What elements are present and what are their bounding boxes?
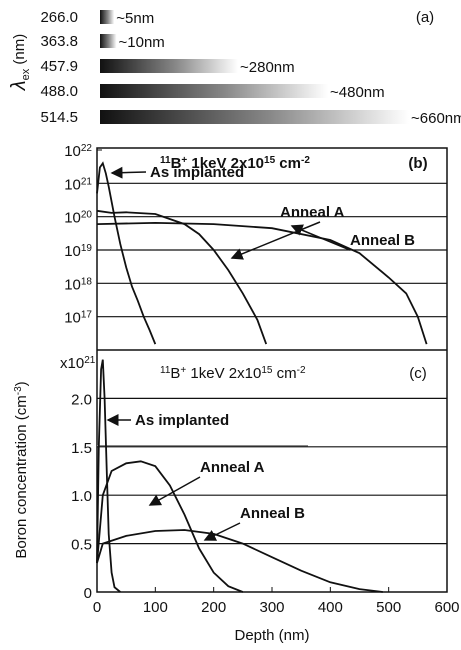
- text-part: -2: [297, 365, 306, 376]
- annotation-arrow: [148, 476, 201, 506]
- x-tick-label: 300: [259, 599, 284, 616]
- text-part: 10: [64, 276, 81, 293]
- panel-label: (b): [408, 155, 427, 172]
- text-part: 22: [81, 143, 93, 154]
- annotation-arrow: [290, 224, 351, 251]
- y-tick-label: 1022: [64, 143, 92, 161]
- text-part: B: [171, 155, 182, 172]
- x-tick-label: 400: [318, 599, 343, 616]
- text-part: 18: [81, 276, 93, 287]
- value-label: ~480nm: [330, 84, 385, 101]
- text-part: 0.5: [71, 537, 92, 554]
- value-label: ~5nm: [116, 10, 154, 27]
- text-part: 10: [64, 143, 81, 160]
- text-part: -3: [13, 386, 24, 395]
- y-tick-label: 1019: [64, 243, 92, 261]
- text-part: λ: [8, 80, 30, 91]
- text-part: 1.5: [71, 440, 92, 457]
- text-part: 19: [81, 243, 93, 254]
- y-tick-label: 0.5: [71, 537, 92, 554]
- gradient-bar: [100, 110, 409, 124]
- text-part: 11: [160, 365, 171, 376]
- text-part: 10: [64, 310, 81, 327]
- text-part: cm: [272, 365, 296, 382]
- category-label: 514.5: [40, 109, 78, 126]
- x-tick-label: 600: [434, 599, 459, 616]
- text-part: 20: [81, 209, 93, 220]
- panel-label: (c): [409, 365, 427, 382]
- data-line: [96, 460, 244, 593]
- category-label: 266.0: [40, 9, 78, 26]
- text-part: -2: [301, 155, 310, 166]
- series-annotation: As implanted: [150, 164, 244, 181]
- y-tick-label: 1020: [64, 209, 92, 227]
- y-tick-label: 0: [84, 585, 92, 602]
- text-part: Boron concentration (cm: [13, 395, 30, 558]
- gradient-bar: [100, 34, 117, 48]
- text-part: (nm): [11, 34, 28, 69]
- x-tick-label: 500: [376, 599, 401, 616]
- text-part: 1.0: [71, 488, 92, 505]
- category-label: 457.9: [40, 58, 78, 75]
- text-part: 10: [64, 176, 81, 193]
- text-part: 2.0: [71, 391, 92, 408]
- data-line: [96, 529, 383, 593]
- x-tick-label: 200: [201, 599, 226, 616]
- text-part: 1keV 2x10: [187, 155, 264, 172]
- text-part: 11: [160, 155, 171, 166]
- text-part: 15: [261, 365, 273, 376]
- text-part: 21: [84, 355, 96, 366]
- x-tick-label: 0: [93, 599, 101, 616]
- y-tick-label: 1017: [64, 309, 92, 327]
- y-multiplier: x1021: [60, 355, 96, 373]
- x-tick-label: 100: [143, 599, 168, 616]
- series-annotation: Anneal B: [240, 505, 305, 522]
- text-part: +: [180, 365, 186, 376]
- text-part: x10: [60, 355, 84, 372]
- text-part: 21: [81, 176, 93, 187]
- category-label: 363.8: [40, 33, 78, 50]
- y-axis-label: λex (nm): [8, 34, 32, 91]
- text-part: ex: [20, 68, 32, 80]
- gradient-bar: [100, 84, 328, 98]
- annotation-arrow: [203, 522, 241, 541]
- y-tick-label: 1018: [64, 276, 92, 294]
- text-part: 15: [264, 155, 276, 166]
- data-line: [96, 359, 121, 593]
- panel-label: (a): [416, 9, 434, 26]
- panel-title: 11B+ 1keV 2x1015 cm-2: [160, 365, 306, 383]
- y-tick-label: 1.5: [71, 440, 92, 457]
- text-part: ): [13, 381, 30, 386]
- text-part: cm: [275, 155, 301, 172]
- data-line: [96, 209, 268, 345]
- data-line: [96, 221, 428, 345]
- category-label: 488.0: [40, 83, 78, 100]
- data-line: [96, 161, 157, 345]
- y-axis-label: Boron concentration (cm-3): [13, 381, 31, 558]
- series-annotation: Anneal A: [200, 459, 265, 476]
- x-axis-label: Depth (nm): [234, 627, 309, 644]
- series-annotation: As implanted: [135, 412, 229, 429]
- text-part: +: [181, 155, 187, 166]
- text-part: 0: [84, 585, 92, 602]
- text-part: 10: [64, 210, 81, 227]
- text-part: B: [170, 365, 180, 382]
- value-label: ~10nm: [119, 34, 165, 51]
- gradient-bar: [100, 59, 238, 73]
- panel-title: 11B+ 1keV 2x1015 cm-2: [160, 155, 310, 173]
- series-annotation: Anneal B: [350, 232, 415, 249]
- y-tick-label: 1.0: [71, 488, 92, 505]
- text-part: 17: [81, 309, 93, 320]
- text-part: 1keV 2x10: [186, 365, 261, 382]
- series-annotation: Anneal A: [280, 204, 345, 221]
- annotation-arrow: [230, 221, 321, 260]
- y-tick-label: 1021: [64, 176, 92, 194]
- annotation-arrow: [110, 166, 147, 179]
- value-label: ~660nm: [411, 110, 461, 127]
- y-tick-label: 2.0: [71, 391, 92, 408]
- value-label: ~280nm: [240, 59, 295, 76]
- text-part: 10: [64, 243, 81, 260]
- gradient-bar: [100, 10, 115, 24]
